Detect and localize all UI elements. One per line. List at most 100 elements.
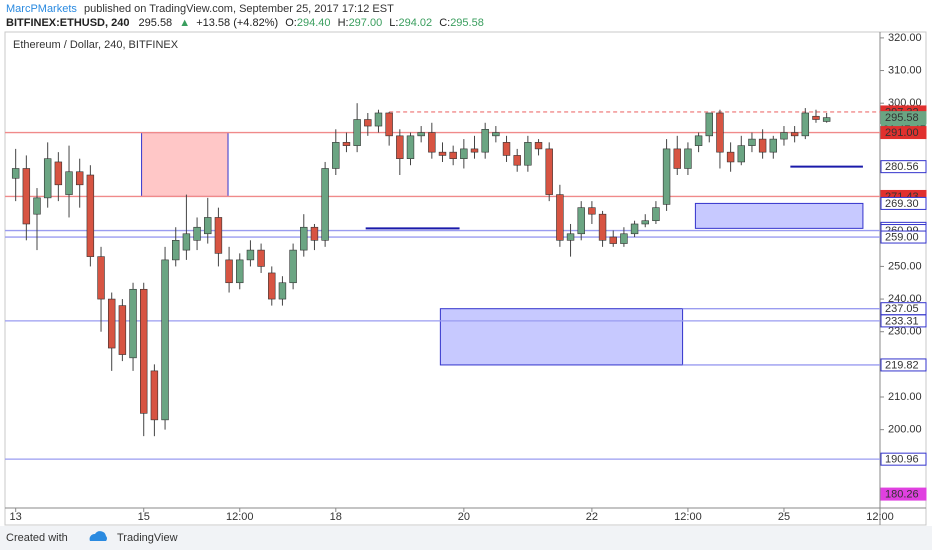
x-tick-label: 15 bbox=[138, 511, 150, 523]
candle-body bbox=[524, 142, 532, 166]
candle-body bbox=[97, 256, 105, 300]
chart-title: Ethereum / Dollar, 240, BITFINEX bbox=[13, 39, 179, 51]
candle-body bbox=[641, 220, 649, 225]
candle-body bbox=[236, 259, 244, 284]
price-label: 233.31 bbox=[885, 315, 919, 327]
footer-text: Created with bbox=[6, 532, 68, 544]
candle-body bbox=[257, 249, 265, 267]
candle-body bbox=[748, 138, 756, 146]
y-tick-label: 320.00 bbox=[888, 32, 922, 44]
symbol-line: BITFINEX:ETHUSD, 240 295.58 ▲ +13.58 (+4… bbox=[6, 17, 484, 29]
ohlc-label: H: bbox=[338, 17, 349, 29]
candle-body bbox=[790, 132, 799, 137]
candle-body bbox=[118, 305, 127, 355]
candle-body bbox=[652, 207, 660, 222]
x-tick-label: 12:00 bbox=[226, 511, 254, 523]
candle-body bbox=[278, 282, 287, 300]
x-tick-label: 22 bbox=[586, 511, 598, 523]
symbol: BITFINEX:ETHUSD, 240 bbox=[6, 17, 129, 29]
candle-body bbox=[556, 194, 564, 241]
candle-body bbox=[577, 207, 585, 235]
candle-body bbox=[396, 135, 404, 159]
ohlc-label: L: bbox=[389, 17, 398, 29]
price-label-box bbox=[880, 487, 927, 501]
candle-body bbox=[22, 168, 31, 225]
candle-body bbox=[385, 112, 393, 137]
footer-bar bbox=[0, 526, 932, 550]
candle-body bbox=[673, 148, 681, 169]
chart-frame bbox=[4, 31, 927, 526]
candle-body bbox=[598, 213, 607, 241]
y-tick-label: 230.00 bbox=[888, 326, 922, 338]
candle-body bbox=[374, 112, 383, 127]
candle-body bbox=[182, 233, 191, 251]
price-label: 180.26 bbox=[885, 488, 919, 500]
candle-body bbox=[492, 132, 500, 137]
candle-body bbox=[417, 132, 425, 137]
candle-body bbox=[428, 132, 436, 153]
price-label-box bbox=[880, 196, 927, 210]
x-tick-label: 25 bbox=[778, 511, 790, 523]
candle-body bbox=[353, 119, 361, 146]
candle-body bbox=[86, 174, 95, 257]
candle-body bbox=[43, 158, 52, 199]
candle-body bbox=[470, 148, 479, 153]
zone bbox=[439, 308, 684, 366]
candle-body bbox=[310, 226, 319, 241]
candle-body bbox=[545, 148, 553, 195]
candle-body bbox=[332, 142, 340, 169]
candle-body bbox=[801, 112, 810, 137]
candle-body bbox=[33, 197, 41, 215]
candle-body bbox=[406, 135, 415, 159]
y-tick-label: 240.00 bbox=[888, 293, 922, 305]
candle-body bbox=[129, 288, 137, 359]
candle-body bbox=[716, 112, 724, 153]
ohlc-value: 294.40 bbox=[297, 17, 331, 29]
candle-body bbox=[214, 217, 223, 254]
price-label: 295.58 bbox=[885, 112, 919, 124]
candle-body bbox=[246, 249, 255, 261]
y-tick-label: 250.00 bbox=[888, 260, 922, 272]
author[interactable]: MarcPMarkets bbox=[6, 3, 77, 15]
candle-body bbox=[140, 288, 148, 414]
zone bbox=[141, 132, 229, 197]
price-label-box bbox=[880, 358, 927, 372]
candle-body bbox=[780, 132, 788, 140]
published: published on TradingView.com, September … bbox=[84, 3, 394, 15]
x-tick-label: 12:00 bbox=[674, 511, 702, 523]
price-label: 219.82 bbox=[885, 359, 919, 371]
last-price: 295.58 bbox=[139, 17, 173, 29]
arrow: ▲ bbox=[179, 17, 190, 29]
candle-body bbox=[225, 259, 233, 284]
brand-logo bbox=[89, 531, 107, 541]
price-label: 291.00 bbox=[885, 127, 919, 139]
candle-body bbox=[150, 370, 159, 421]
candle-body bbox=[161, 259, 169, 421]
x-tick-label: 18 bbox=[330, 511, 342, 523]
candle-body bbox=[460, 148, 468, 159]
candle-body bbox=[588, 207, 596, 215]
candle-body bbox=[300, 226, 308, 251]
candle-body bbox=[684, 148, 692, 169]
candle-body bbox=[769, 138, 778, 153]
brand[interactable]: TradingView bbox=[117, 532, 178, 544]
x-tick-label: 13 bbox=[10, 511, 22, 523]
candle-body bbox=[172, 240, 180, 261]
change: +13.58 (+4.82%) bbox=[196, 17, 278, 29]
candle-body bbox=[449, 151, 457, 159]
x-tick-label: 20 bbox=[458, 511, 470, 523]
x-tick-label: 12:00 bbox=[866, 511, 894, 523]
candle-body bbox=[694, 135, 703, 146]
price-label-box bbox=[880, 452, 927, 466]
ohlc-value: 295.58 bbox=[450, 17, 484, 29]
price-label-box bbox=[880, 126, 927, 140]
candle-body bbox=[737, 145, 745, 163]
y-tick-label: 310.00 bbox=[888, 64, 922, 76]
price-label: 259.00 bbox=[885, 231, 919, 243]
candle-body bbox=[609, 236, 617, 244]
candle-body bbox=[438, 151, 447, 156]
candle-body bbox=[321, 168, 329, 241]
candle-body bbox=[289, 249, 297, 284]
y-tick-label: 210.00 bbox=[888, 391, 922, 403]
